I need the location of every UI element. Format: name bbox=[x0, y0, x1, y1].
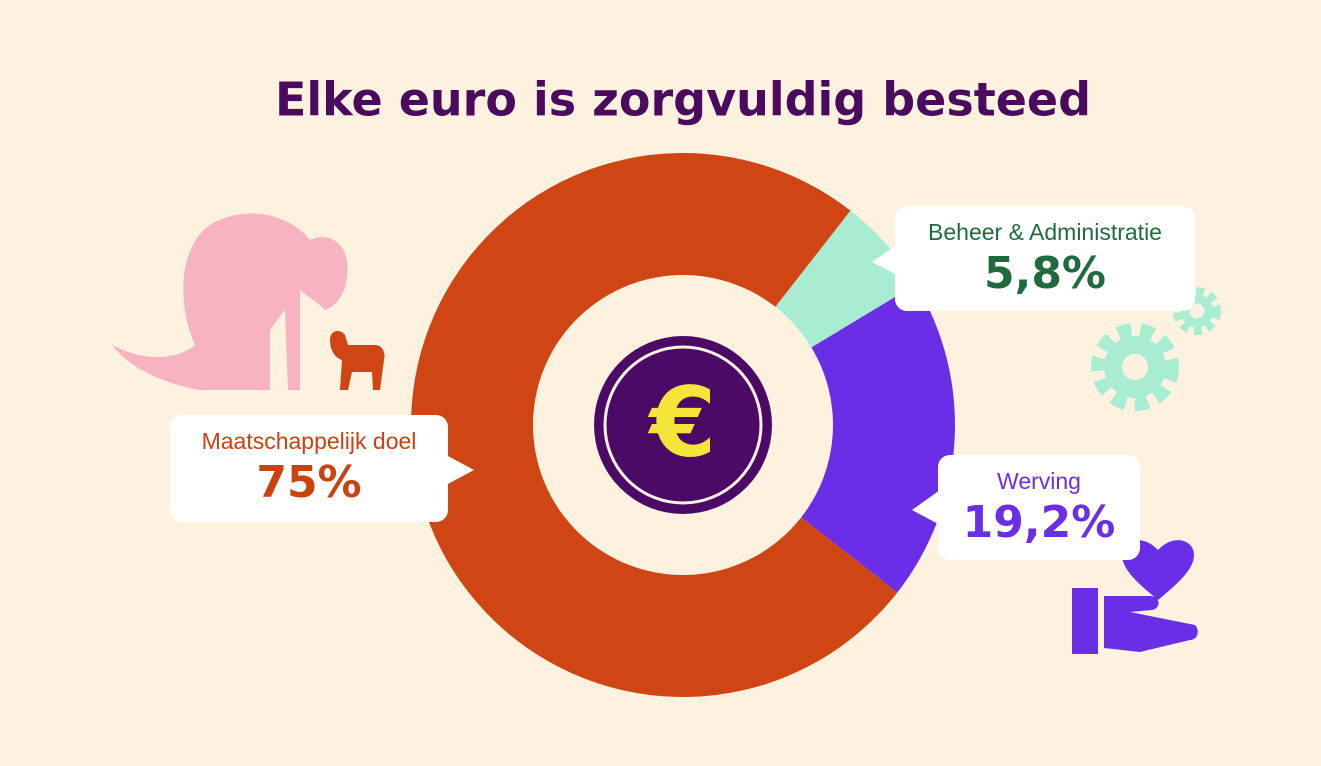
callout: Maatschappelijk doel 75% bbox=[170, 415, 474, 522]
donut-slice bbox=[775, 210, 916, 348]
puppy-icon bbox=[330, 330, 385, 390]
callout-box bbox=[895, 206, 1195, 311]
center-ring bbox=[594, 336, 772, 514]
callout-pointer bbox=[446, 455, 474, 485]
value-label: 19,2% bbox=[963, 497, 1116, 548]
gears-icon bbox=[1091, 287, 1221, 411]
callout: Beheer & Administratie 5,8% bbox=[872, 206, 1195, 311]
donut-slice bbox=[410, 152, 898, 697]
callout: Werving 19,2% bbox=[912, 455, 1140, 560]
chart-title: Elke euro is zorgvuldig besteed bbox=[275, 73, 1091, 127]
category-label: Werving bbox=[997, 468, 1081, 494]
callout-pointer bbox=[912, 490, 940, 525]
hand-heart-icon bbox=[1072, 540, 1198, 654]
center-ring-line bbox=[603, 345, 763, 505]
callout-box bbox=[938, 455, 1140, 560]
value-label: 5,8% bbox=[984, 248, 1106, 299]
donut-slice bbox=[801, 284, 955, 593]
category-label: Beheer & Administratie bbox=[928, 219, 1162, 245]
value-label: 75% bbox=[256, 457, 361, 508]
callout-pointer bbox=[872, 245, 897, 275]
center-symbol: € bbox=[648, 366, 717, 478]
category-label: Maatschappelijk doel bbox=[202, 428, 417, 454]
callout-box bbox=[170, 415, 448, 522]
dog-icon bbox=[112, 213, 348, 390]
